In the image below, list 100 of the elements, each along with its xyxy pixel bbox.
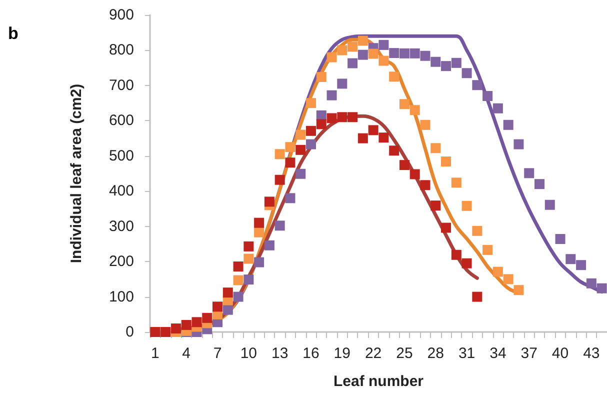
point: [399, 48, 410, 58]
point: [410, 105, 420, 116]
point: [326, 52, 337, 62]
point: [368, 125, 378, 136]
y-tick-label: 100: [108, 288, 134, 306]
point: [296, 130, 306, 140]
point: [410, 169, 420, 180]
point: [348, 112, 358, 122]
point: [462, 68, 472, 78]
y-tick-label: 0: [126, 324, 134, 340]
point: [378, 132, 389, 143]
point: [596, 283, 607, 294]
point: [514, 285, 524, 296]
x-tick-label: 7: [213, 345, 222, 362]
point: [451, 250, 462, 260]
point: [514, 139, 524, 150]
x-tick-label: 31: [458, 345, 476, 362]
point: [430, 56, 441, 67]
point: [358, 36, 368, 46]
point: [296, 144, 306, 155]
point: [482, 244, 493, 255]
y-tick-label: 700: [108, 76, 134, 94]
point: [202, 312, 212, 323]
point: [451, 178, 462, 188]
point: [524, 168, 534, 178]
point: [462, 200, 472, 211]
point: [576, 260, 586, 270]
point: [534, 179, 544, 190]
point: [233, 261, 244, 272]
point: [337, 45, 348, 56]
y-tick-label: 400: [108, 182, 134, 200]
point: [274, 220, 285, 231]
y-tick-label: 600: [108, 112, 134, 130]
point: [358, 50, 368, 60]
x-tick-label: 40: [552, 345, 569, 362]
point: [285, 158, 296, 168]
point: [462, 258, 472, 268]
point: [244, 254, 254, 264]
point: [472, 292, 482, 302]
x-tick-label: 22: [364, 345, 382, 362]
text: b: [8, 24, 18, 44]
point: [482, 91, 493, 102]
point: [441, 222, 452, 233]
point: [316, 72, 326, 82]
point: [420, 180, 430, 190]
point: [399, 160, 410, 170]
point: [410, 48, 420, 58]
y-tick-label: 900: [108, 6, 134, 24]
point: [244, 274, 254, 285]
y-axis-title: Individual leaf area (cm2): [68, 84, 85, 264]
point: [389, 146, 400, 156]
point: [326, 90, 337, 100]
point: [348, 42, 358, 52]
point: [430, 200, 441, 211]
y-tick-label: 500: [108, 147, 134, 164]
point: [212, 302, 223, 312]
point: [264, 240, 274, 250]
point: [254, 218, 264, 228]
point: [192, 317, 202, 328]
point: [337, 112, 348, 122]
point: [358, 133, 368, 144]
point: [472, 80, 482, 90]
point: [368, 48, 378, 59]
point: [274, 174, 285, 185]
point: [306, 126, 316, 136]
point: [222, 288, 233, 298]
point: [399, 99, 410, 110]
point: [492, 266, 503, 277]
x-tick-label: 34: [490, 345, 506, 362]
point: [326, 113, 337, 124]
x-tick-label: 37: [520, 345, 538, 362]
point: [233, 275, 244, 286]
point: [555, 234, 566, 244]
point: [274, 149, 285, 160]
x-tick-label: 13: [271, 345, 288, 362]
point: [420, 120, 430, 130]
point: [285, 193, 296, 204]
point: [566, 254, 576, 264]
point: [244, 241, 254, 252]
x-tick-label: 19: [334, 345, 350, 362]
x-tick-label: 1: [151, 345, 160, 362]
x-tick-label: 4: [182, 345, 191, 362]
point: [378, 40, 389, 50]
y-tick-label: 800: [108, 42, 134, 59]
point: [420, 50, 430, 61]
point: [296, 168, 306, 179]
point: [378, 56, 389, 66]
point: [233, 292, 244, 302]
point: [389, 72, 400, 82]
point: [503, 274, 514, 284]
point: [222, 304, 233, 315]
point: [170, 323, 181, 334]
point: [181, 320, 192, 330]
point: [348, 58, 358, 68]
x-tick-label: 10: [240, 345, 258, 362]
point: [441, 156, 452, 167]
x-tick-label: 25: [396, 345, 413, 362]
x-tick-label: 28: [427, 345, 444, 362]
point: [586, 278, 596, 288]
point: [254, 257, 264, 268]
